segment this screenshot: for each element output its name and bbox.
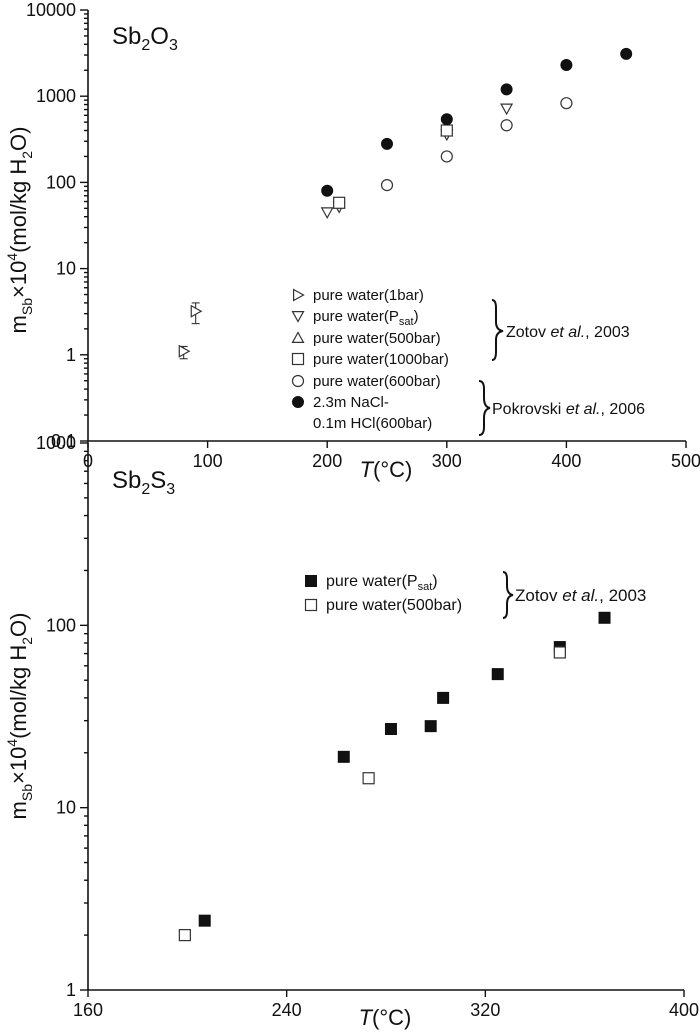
point-pure-water-500bar-0 xyxy=(178,929,191,942)
y-axis-title: mSb×104(mol/kg H2O) xyxy=(4,613,35,820)
y-tick-label-100: 100 xyxy=(46,172,76,192)
x-tick-label-400: 400 xyxy=(551,451,581,471)
point-2-3m-nacl-0-1m-hcl-600bar-0 xyxy=(321,184,334,197)
legend-label-1000bar: pure water(1000bar) xyxy=(313,351,449,368)
legend-label-nacl-line1: 2.3m NaCl- xyxy=(313,394,389,411)
reference-pokrovski: Pokrovski et al., 2006 xyxy=(492,401,645,418)
data-marks xyxy=(178,47,633,360)
legend-marker-pure-water-psat xyxy=(291,311,305,323)
x-tick-label-160: 160 xyxy=(73,1000,103,1020)
point-pure-water-600bar-0 xyxy=(380,179,394,192)
y-tick-label-1: 1 xyxy=(66,980,76,1000)
legend: pure water(1bar) pure water(Psat) pure w… xyxy=(291,287,449,432)
x-tick-label-100: 100 xyxy=(193,451,223,471)
legend-label-600bar: pure water(600bar) xyxy=(313,373,441,390)
point-pure-water-600bar-1 xyxy=(440,150,453,163)
x-tick-label-320: 320 xyxy=(470,1000,500,1020)
legend-marker-pure-water-600bar xyxy=(291,374,305,388)
point-pure-water-psat-4 xyxy=(437,691,450,704)
legend-marker-pure-water-1000bar xyxy=(291,352,305,366)
legend-label-1bar: pure water(1bar) xyxy=(313,287,424,304)
x-tick-label-240: 240 xyxy=(272,1000,302,1020)
point-pure-water-1bar-1 xyxy=(190,304,203,318)
reference-zotov: Zotov et al., 2003 xyxy=(506,324,630,341)
y-tick-label-10: 10 xyxy=(56,259,76,279)
legend-markers xyxy=(291,288,305,408)
point-pure-water-psat-5 xyxy=(491,668,504,681)
point-pure-water-psat-0 xyxy=(198,914,211,927)
point-2-3m-nacl-0-1m-hcl-600bar-5 xyxy=(620,47,633,60)
y-tick-label-1: 1 xyxy=(66,345,76,365)
point-pure-water-psat-3 xyxy=(424,720,437,733)
y-axis-title: mSb×104(mol/kg H2O) xyxy=(4,127,35,334)
point-pure-water-psat-7 xyxy=(598,611,611,624)
point-pure-water-600bar-2 xyxy=(500,119,513,132)
legend-label-nacl-line2: 0.1m HCl(600bar) xyxy=(313,415,432,432)
y-tick-label-1000: 1000 xyxy=(36,86,76,106)
legend-label-500bar: pure water(500bar) xyxy=(326,597,462,614)
legend-markers xyxy=(304,575,318,612)
axis-ticks: 160 240 320 400 1 10 100 1000 xyxy=(36,433,699,1020)
brace-zotov xyxy=(491,299,504,361)
point-pure-water-psat-1 xyxy=(337,750,350,763)
point-pure-water-500bar-2 xyxy=(553,646,566,659)
legend-marker-pure-water-500bar xyxy=(304,598,318,612)
chart-title: Sb2S3 xyxy=(112,467,175,498)
brace-zotov xyxy=(502,571,514,619)
y-tick-label-100: 100 xyxy=(46,615,76,635)
x-tick-label-300: 300 xyxy=(432,451,462,471)
y-tick-label-10: 10 xyxy=(56,798,76,818)
x-axis-title: T(°C) xyxy=(360,457,413,482)
point-pure-water-500bar-1 xyxy=(362,772,375,785)
legend: pure water(Psat) pure water(500bar) xyxy=(304,573,462,614)
legend-marker-pure-water-1bar xyxy=(293,288,305,302)
legend-marker-pure-water-500bar xyxy=(291,331,305,343)
legend-marker-pure-water-psat xyxy=(305,575,317,587)
point-pure-water-1000bar-0 xyxy=(333,196,346,209)
chart-sb2s3: 160 240 320 400 1 10 100 1000 Sb2S3 T(°C) mSb×1… xyxy=(4,433,699,1030)
y-tick-label-10000: 10000 xyxy=(26,0,76,20)
point-2-3m-nacl-0-1m-hcl-600bar-4 xyxy=(560,59,573,72)
point-pure-water-psat-0 xyxy=(320,207,334,220)
chart-title: Sb2O3 xyxy=(112,23,178,54)
legend-label-psat: pure water(Psat) xyxy=(313,308,419,328)
data-marks xyxy=(178,611,611,942)
point-pure-water-1bar-0 xyxy=(178,344,191,358)
x-tick-label-400: 400 xyxy=(669,1000,699,1020)
brace-pokrovski xyxy=(478,380,491,436)
x-axis-title: T(°C) xyxy=(359,1005,412,1030)
x-tick-label-500: 500 xyxy=(671,451,700,471)
legend-label-psat: pure water(Psat) xyxy=(326,573,438,593)
point-pure-water-psat-3 xyxy=(500,103,514,116)
y-tick-label-1000: 1000 xyxy=(36,433,76,453)
y-tick-label-0-1: 0.1 xyxy=(51,431,76,451)
point-2-3m-nacl-0-1m-hcl-600bar-2 xyxy=(440,113,453,126)
point-pure-water-600bar-3 xyxy=(560,97,573,110)
point-pure-water-psat-2 xyxy=(384,723,397,736)
reference-zotov: Zotov et al., 2003 xyxy=(515,586,646,605)
legend-label-500bar: pure water(500bar) xyxy=(313,330,441,347)
point-2-3m-nacl-0-1m-hcl-600bar-3 xyxy=(500,83,513,96)
x-tick-label-200: 200 xyxy=(312,451,342,471)
point-pure-water-1000bar-1 xyxy=(440,124,453,137)
legend-marker-2-3m-nacl-0-1m-hcl-600bar xyxy=(292,396,304,408)
point-2-3m-nacl-0-1m-hcl-600bar-1 xyxy=(381,137,393,150)
